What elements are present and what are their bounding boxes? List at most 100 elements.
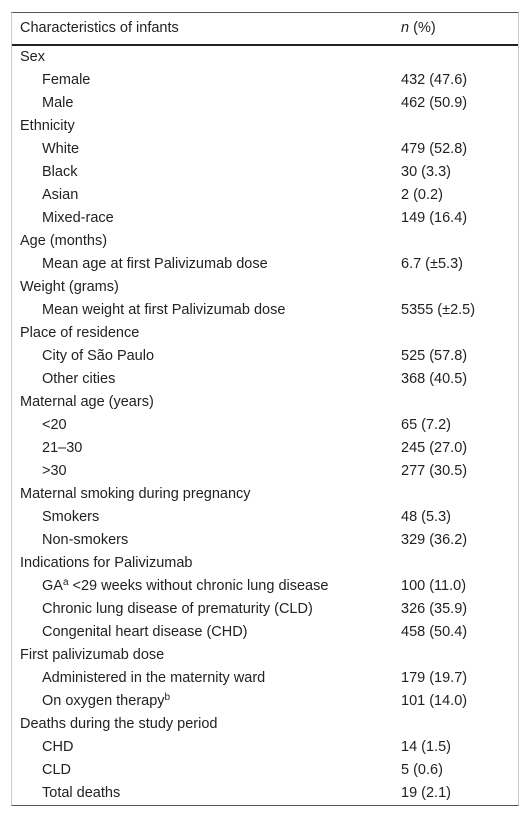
data-row: White 479 (52.8) xyxy=(12,138,518,161)
label-text: >30 xyxy=(42,463,67,479)
data-row: Chronic lung disease of prematurity (CLD… xyxy=(12,598,518,621)
row-value: 432 (47.6) xyxy=(401,72,468,88)
row-label: Asian xyxy=(42,184,78,207)
header-cell: n (%) xyxy=(401,13,436,44)
row-value: 101 (14.0) xyxy=(401,693,468,709)
data-row: Female 432 (47.6) xyxy=(12,69,518,92)
group-row: Ethnicity xyxy=(12,115,518,138)
data-row: >30 277 (30.5) xyxy=(12,460,518,483)
row-label: City of São Paulo xyxy=(42,345,154,368)
label-text: Female xyxy=(42,72,91,88)
row-value: 462 (50.9) xyxy=(401,95,468,111)
label-text: Black xyxy=(42,164,78,180)
table: Characteristics of infants n (%) Sex Fema… xyxy=(11,12,519,806)
group-label: Deaths during the study period xyxy=(20,716,218,732)
data-row: Administered in the maternity ward 179 (1… xyxy=(12,667,518,690)
group-row: Sex xyxy=(12,46,518,69)
group-label: First palivizumab dose xyxy=(20,647,165,663)
row-value: 2 (0.2) xyxy=(401,187,443,203)
data-row: Mean weight at first Palivizumab dose 535… xyxy=(12,299,518,322)
row-label: Smokers xyxy=(42,506,99,529)
label-text: CLD xyxy=(42,762,72,778)
data-row: On oxygen therapyb 101 (14.0) xyxy=(12,690,518,713)
group-row: First palivizumab dose xyxy=(12,644,518,667)
row-value: 368 (40.5) xyxy=(401,371,468,387)
data-row: Congenital heart disease (CHD) 458 (50.4) xyxy=(12,621,518,644)
data-row: Asian 2 (0.2) xyxy=(12,184,518,207)
row-value: 525 (57.8) xyxy=(401,348,468,364)
label-text: Smokers xyxy=(42,509,100,525)
data-row: Male 462 (50.9) xyxy=(12,92,518,115)
table-header: Characteristics of infants n (%) xyxy=(12,13,518,46)
header-percent: (%) xyxy=(413,20,436,36)
row-label: Male xyxy=(42,92,73,115)
data-row: Other cities 368 (40.5) xyxy=(12,368,518,391)
group-row: Weight (grams) xyxy=(12,276,518,299)
group-label: Age (months) xyxy=(20,233,108,249)
header-n: n xyxy=(401,20,410,36)
group-label: Indications for Palivizumab xyxy=(20,555,193,571)
row-value: 6.7 (±5.3) xyxy=(401,256,463,272)
data-row: GAa <29 weeks without chronic lung diseas… xyxy=(12,575,518,598)
data-row: Mixed-race 149 (16.4) xyxy=(12,207,518,230)
group-row: Age (months) xyxy=(12,230,518,253)
row-label: Total deaths xyxy=(42,782,120,805)
group-row: Indications for Palivizumab xyxy=(12,552,518,575)
footnote-mark: b xyxy=(164,692,171,703)
row-value: 30 (3.3) xyxy=(401,164,451,180)
row-label: CHD xyxy=(42,736,73,759)
row-value: 14 (1.5) xyxy=(401,739,451,755)
row-label: Mean age at first Palivizumab dose xyxy=(42,253,268,276)
row-label: >30 xyxy=(42,460,67,483)
label-text: Chronic lung disease of prematurity (CLD… xyxy=(42,601,313,617)
data-row: CLD 5 (0.6) xyxy=(12,759,518,782)
row-label: Black xyxy=(42,161,77,184)
label-text: Administered in the maternity ward xyxy=(42,670,266,686)
row-label: Female xyxy=(42,69,90,92)
group-row: Place of residence xyxy=(12,322,518,345)
row-label: Congenital heart disease (CHD) xyxy=(42,621,248,644)
label-text: Mean age at first Palivizumab dose xyxy=(42,256,268,272)
row-label: Other cities xyxy=(42,368,115,391)
row-label: 21–30 xyxy=(42,437,82,460)
row-label: Mixed-race xyxy=(42,207,114,230)
row-value: 329 (36.2) xyxy=(401,532,468,548)
label-text: GA xyxy=(42,578,63,594)
label-text: Mixed-race xyxy=(42,210,114,226)
group-row: Maternal smoking during pregnancy xyxy=(12,483,518,506)
label-text: On oxygen therapy xyxy=(42,693,165,709)
header-cell: Characteristics of infants xyxy=(20,20,179,36)
label-text: White xyxy=(42,141,80,157)
label-text: City of São Paulo xyxy=(42,348,155,364)
group-label: Maternal smoking during pregnancy xyxy=(20,486,251,502)
label-text: Male xyxy=(42,95,74,111)
row-label: Administered in the maternity ward xyxy=(42,667,265,690)
group-label: Ethnicity xyxy=(20,118,75,134)
row-value: 19 (2.1) xyxy=(401,785,451,801)
group-row: Maternal age (years) xyxy=(12,391,518,414)
row-label: Chronic lung disease of prematurity (CLD… xyxy=(42,598,313,621)
label-text: CHD xyxy=(42,739,74,755)
data-row: City of São Paulo 525 (57.8) xyxy=(12,345,518,368)
row-label: On oxygen therapyb xyxy=(42,690,170,713)
group-label: Sex xyxy=(20,49,45,65)
data-row: <20 65 (7.2) xyxy=(12,414,518,437)
row-value: 458 (50.4) xyxy=(401,624,468,640)
row-value: 5 (0.6) xyxy=(401,762,443,778)
row-value: 479 (52.8) xyxy=(401,141,468,157)
row-label: Non-smokers xyxy=(42,529,128,552)
label-text: Non-smokers xyxy=(42,532,129,548)
label-text: Congenital heart disease (CHD) xyxy=(42,624,248,640)
row-value: 245 (27.0) xyxy=(401,440,468,456)
row-label: CLD xyxy=(42,759,71,782)
data-row: Total deaths 19 (2.1) xyxy=(12,782,518,805)
row-value: 5355 (±2.5) xyxy=(401,302,476,318)
group-label: Place of residence xyxy=(20,325,140,341)
row-label: <20 xyxy=(42,414,67,437)
footnote-mark: a xyxy=(62,577,69,588)
label-text: <29 weeks without chronic lung disease xyxy=(72,578,329,594)
label-text: Mean weight at first Palivizumab dose xyxy=(42,302,286,318)
data-row: CHD 14 (1.5) xyxy=(12,736,518,759)
row-label: White xyxy=(42,138,79,161)
label-text: Total deaths xyxy=(42,785,121,801)
